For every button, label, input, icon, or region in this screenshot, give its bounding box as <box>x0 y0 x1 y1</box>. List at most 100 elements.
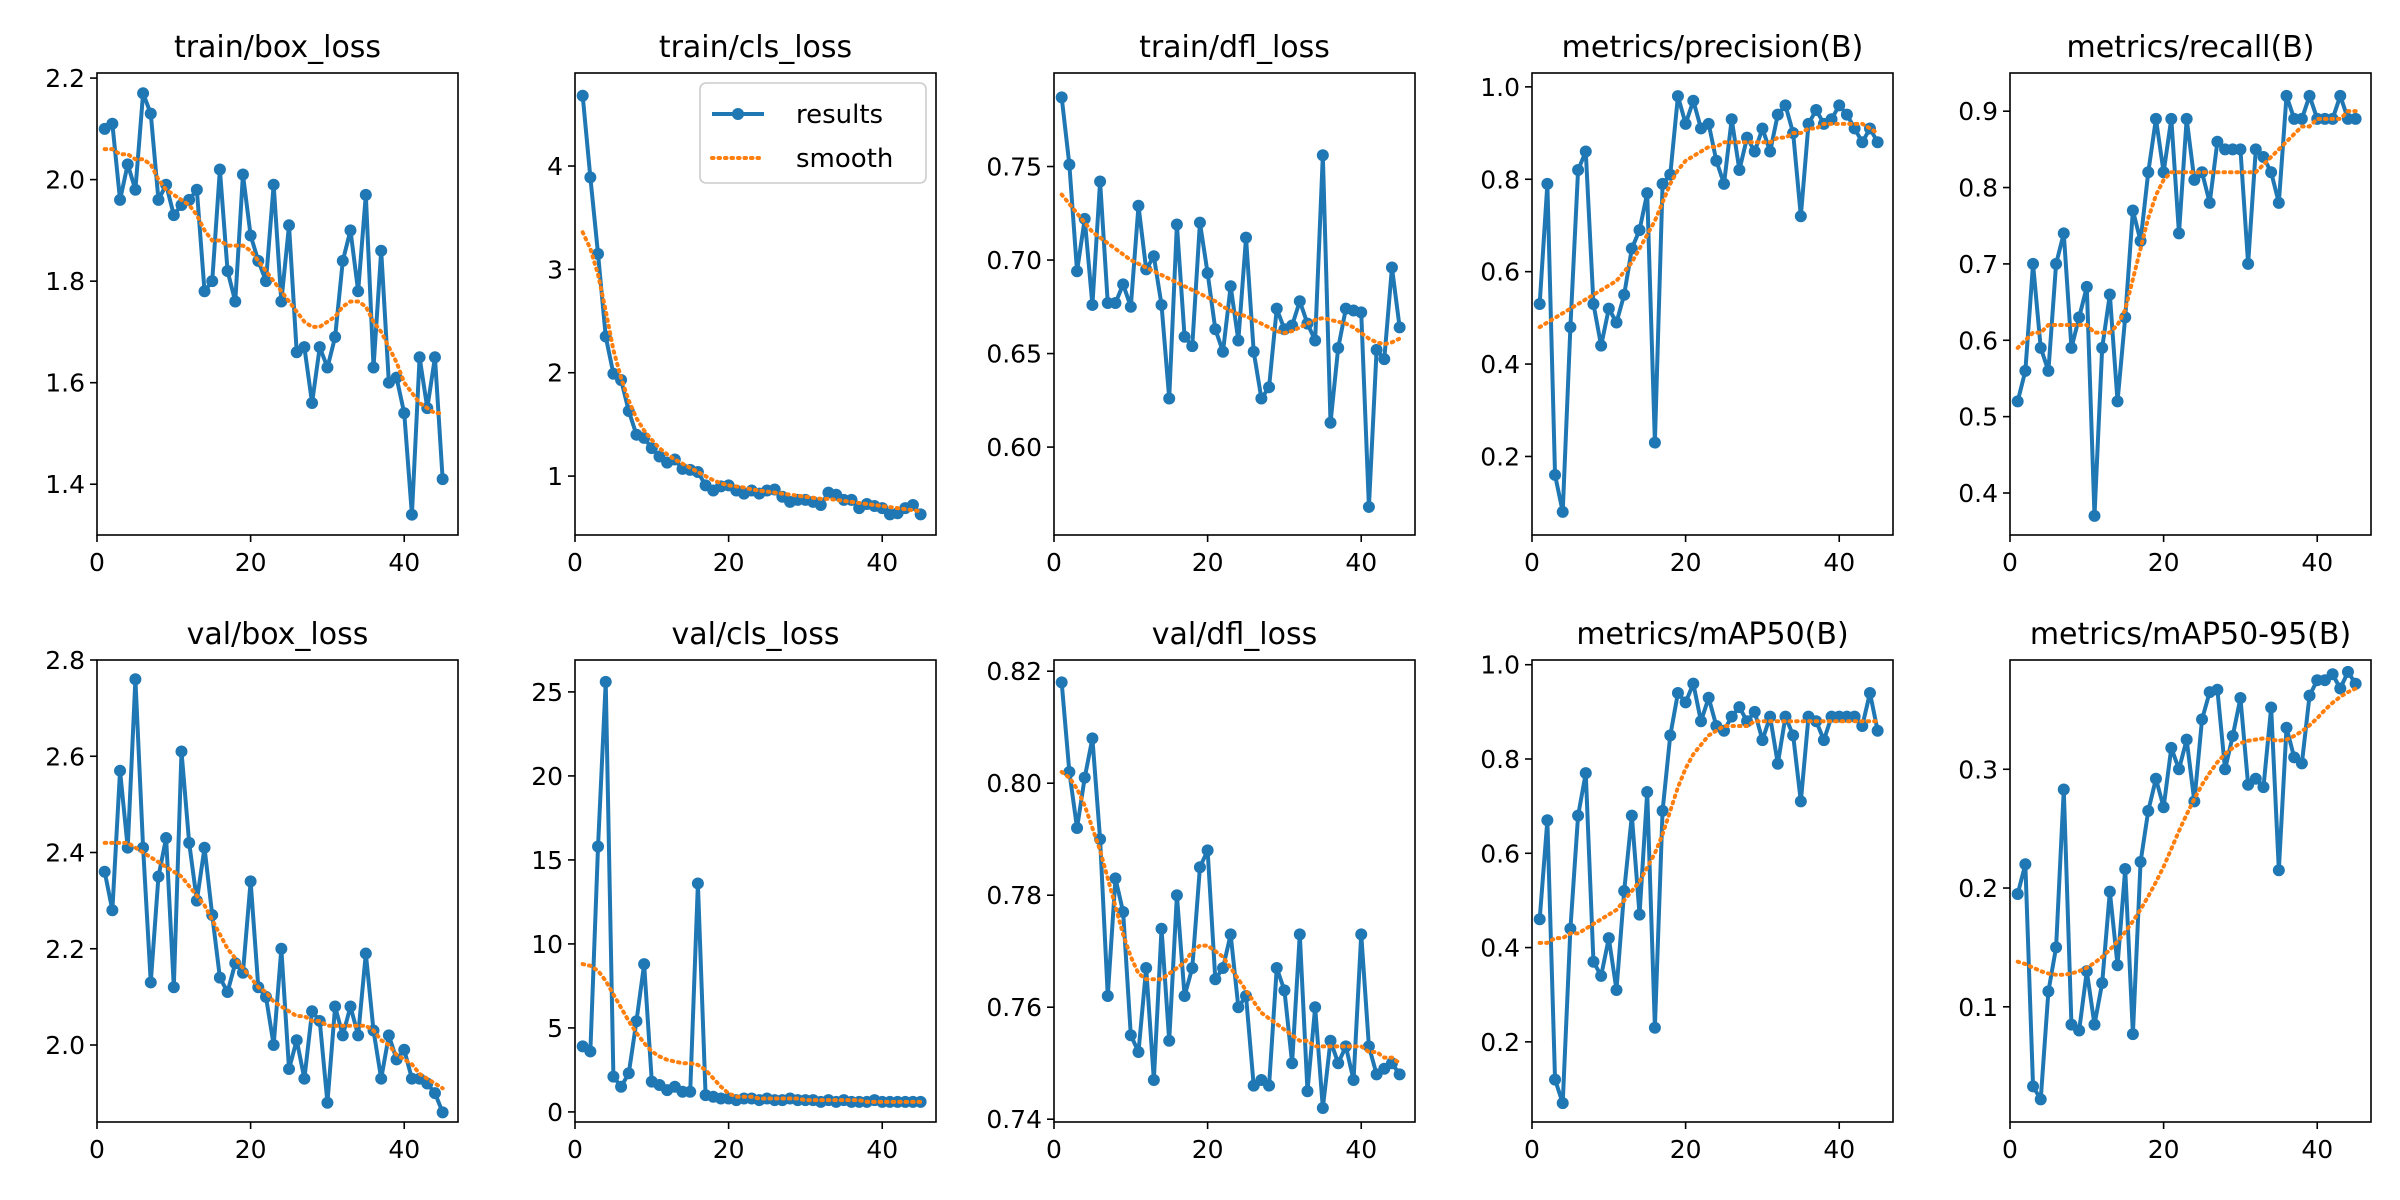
results-data-point <box>2211 135 2224 148</box>
results-data-point <box>183 836 196 849</box>
results-data-point <box>1101 990 1114 1002</box>
results-data-point <box>2234 692 2247 705</box>
subplot-title: train/box_loss <box>174 30 381 65</box>
results-data-point <box>1232 1001 1245 1014</box>
results-data-point <box>436 1106 449 1119</box>
results-data-point <box>344 1000 357 1013</box>
legend-results-label: results <box>796 100 883 130</box>
results-data-point <box>1155 298 1168 311</box>
axes-frame <box>574 72 937 536</box>
y-tick-label: 0.4 <box>1480 934 1520 963</box>
results-data-point <box>2050 941 2063 954</box>
x-tick-label: 20 <box>1670 1135 1702 1164</box>
x-tick-label: 0 <box>567 1135 583 1164</box>
results-data-point <box>1633 224 1646 237</box>
axes-frame <box>96 659 459 1123</box>
y-tick-label: 5 <box>547 1014 563 1043</box>
results-data-point <box>1541 177 1554 190</box>
results-data-point <box>329 1000 342 1013</box>
results-data-point <box>129 183 142 196</box>
results-data-point <box>1270 302 1283 315</box>
results-data-point <box>2295 112 2308 125</box>
results-data-point <box>1232 334 1245 347</box>
y-tick-label: 2.2 <box>45 935 85 964</box>
results-data-point <box>1633 908 1646 921</box>
subplot: val/cls_loss 0 20 40 0 5 10 15 20 25 <box>531 617 937 1164</box>
results-data-point <box>2126 204 2139 217</box>
y-tick-label: 0.9 <box>1958 97 1998 126</box>
results-data-point <box>398 407 411 420</box>
results-data-point <box>2011 395 2024 408</box>
y-tick-label: 0.8 <box>1480 745 1520 774</box>
results-data-point <box>2111 395 2124 408</box>
smooth-series-line <box>1537 121 1880 330</box>
results-data-point <box>2203 196 2216 209</box>
y-tick-label: 0.6 <box>1480 839 1520 868</box>
results-data-point <box>2019 364 2032 377</box>
subplot: val/box_loss 0 20 40 2.0 2.2 2.4 2.6 2.8 <box>45 617 459 1164</box>
results-data-point <box>229 295 242 308</box>
results-data-point <box>1556 1097 1569 1110</box>
results-data-point <box>1756 122 1769 135</box>
results-data-point <box>1309 334 1322 347</box>
results-data-point <box>1385 261 1398 274</box>
subplot: train/box_loss 0 20 40 1.4 1.6 1.8 2.0 2.2 <box>45 30 459 577</box>
results-data-point <box>1648 1021 1661 1034</box>
results-data-point <box>1278 984 1291 997</box>
results-data-point <box>1209 973 1222 986</box>
results-data-point <box>1071 265 1084 278</box>
results-data-point <box>2142 166 2155 179</box>
results-data-point <box>684 1085 697 1098</box>
smooth-series-line <box>1537 719 1880 945</box>
axes-frame <box>1531 659 1894 1123</box>
subplot: train/dfl_loss 0 20 40 0.60 0.65 0.70 0.75 <box>986 30 1416 577</box>
results-data-point <box>1132 1046 1145 1058</box>
results-data-point <box>2272 864 2285 877</box>
results-data-point <box>1533 913 1546 926</box>
results-data-point <box>1316 149 1329 162</box>
smooth-series-line <box>102 147 445 416</box>
results-data-point <box>283 1063 296 1076</box>
results-data-point <box>259 275 272 288</box>
results-data-point <box>2249 772 2262 785</box>
results-data-point <box>2257 781 2270 794</box>
results-data-point <box>336 254 349 267</box>
y-tick-label: 0.2 <box>1958 874 1998 903</box>
results-data-point <box>2034 341 2047 354</box>
results-data-point <box>607 1070 620 1083</box>
results-data-point <box>98 865 111 878</box>
results-data-point <box>1378 353 1391 366</box>
results-data-point <box>1216 962 1229 974</box>
results-data-point <box>1124 300 1137 313</box>
results-data-point <box>1216 345 1229 358</box>
x-tick-label: 40 <box>388 548 420 577</box>
results-data-point <box>1602 302 1615 315</box>
results-data-point <box>283 219 296 232</box>
subplot: metrics/mAP50(B) 0 20 40 0.2 0.4 0.6 0.8 1.0 <box>1480 617 1894 1164</box>
results-data-point <box>114 193 127 206</box>
results-data-point <box>1779 99 1792 112</box>
results-data-point <box>2096 341 2109 354</box>
y-tick-label: 0.6 <box>1480 258 1520 287</box>
smooth-series-line <box>2015 109 2358 350</box>
axes-frame <box>2009 659 2372 1123</box>
results-data-point <box>1147 250 1160 263</box>
results-data-point <box>2065 341 2078 354</box>
x-tick-label: 20 <box>2148 1135 2180 1164</box>
y-tick-label: 0.74 <box>986 1105 1042 1134</box>
results-data-point <box>2073 311 2086 324</box>
results-data-point <box>2234 143 2247 156</box>
axes-frame <box>2009 72 2372 536</box>
x-tick-label: 0 <box>89 548 105 577</box>
y-tick-label: 0.80 <box>986 769 1042 798</box>
results-data-point <box>622 1067 635 1080</box>
results-data-point <box>336 1029 349 1042</box>
results-data-point <box>428 351 441 364</box>
results-data-point <box>2119 311 2132 324</box>
y-tick-label: 2.4 <box>45 839 85 868</box>
results-data-point <box>1610 984 1623 996</box>
results-data-point <box>221 986 234 999</box>
